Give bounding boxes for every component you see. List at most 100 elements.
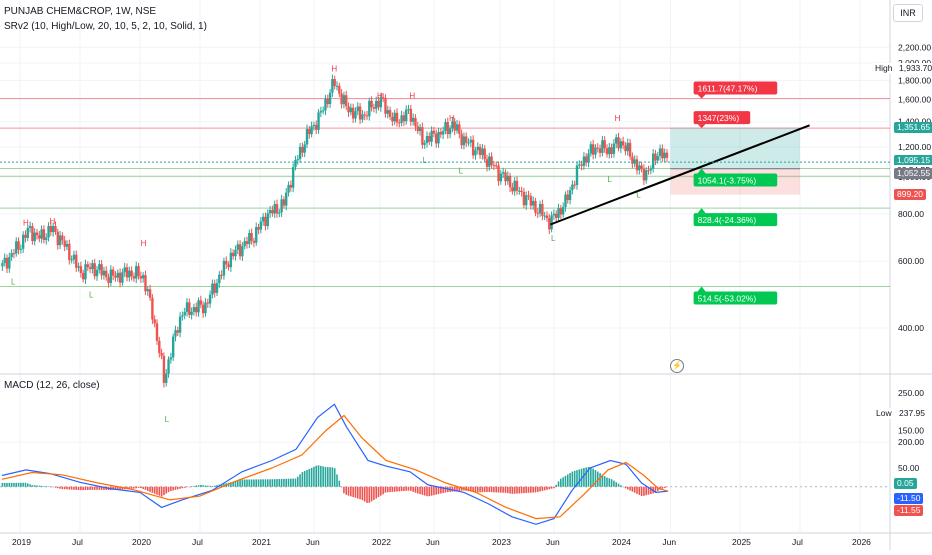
- macd-histogram-bar: [356, 486, 359, 499]
- macd-histogram-bar: [68, 486, 71, 490]
- candle-body: [335, 85, 339, 87]
- candle-body: [598, 148, 602, 153]
- macd-histogram-bar: [296, 476, 299, 487]
- candle-body: [621, 141, 625, 146]
- macd-histogram-bar: [433, 486, 435, 496]
- candle-body: [227, 264, 230, 268]
- macd-histogram-bar: [326, 467, 329, 487]
- candle-body: [19, 248, 23, 250]
- callout-pointer: [697, 168, 706, 174]
- candle-body: [17, 241, 20, 250]
- macd-histogram-bar: [257, 479, 260, 487]
- candle-body: [538, 204, 542, 214]
- macd-histogram-bar: [500, 486, 502, 493]
- macd-histogram-bar: [149, 486, 151, 492]
- macd-histogram-bar: [435, 486, 438, 495]
- macd-histogram-bar: [534, 486, 537, 493]
- candle-body: [58, 235, 62, 246]
- macd-histogram-bar: [486, 486, 488, 493]
- candle-body: [421, 127, 424, 145]
- candle-body: [529, 196, 533, 206]
- macd-histogram-bar: [340, 486, 343, 488]
- macd-histogram-bar: [54, 486, 57, 488]
- candle-body: [169, 357, 173, 360]
- candle-body: [183, 311, 186, 316]
- callout-pointer: [697, 94, 706, 99]
- macd-histogram-bar: [241, 479, 244, 487]
- macd-histogram-bar: [539, 486, 541, 492]
- macd-histogram-bar: [405, 486, 408, 491]
- macd-legend[interactable]: MACD (12, 26, close): [4, 380, 100, 391]
- candle-body: [518, 190, 521, 192]
- macd-histogram-bar: [656, 486, 659, 491]
- macd-histogram-bar: [70, 486, 73, 490]
- candle-body: [492, 164, 496, 166]
- macd-histogram-bar: [562, 477, 564, 487]
- indicator-legend[interactable]: SRv2 (10, High/Low, 20, 10, 5, 2, 10, So…: [4, 21, 207, 32]
- candle-body: [287, 184, 290, 193]
- candle-body: [285, 192, 288, 206]
- macd-histogram-bar: [29, 484, 31, 487]
- candle-body: [375, 100, 378, 109]
- candle-body: [633, 159, 636, 164]
- callout-label: 1054.1(-3.75%): [698, 175, 757, 185]
- candle-body: [188, 302, 191, 315]
- macd-tick-label: 250.00: [898, 388, 924, 398]
- callout-pointer: [697, 286, 706, 292]
- candle-body: [243, 241, 246, 247]
- macd-histogram-bar: [626, 486, 629, 490]
- candle-body: [462, 136, 466, 146]
- macd-histogram-bar: [264, 479, 267, 487]
- macd-histogram-bar: [243, 479, 246, 487]
- macd-histogram-bar: [61, 486, 64, 490]
- macd-histogram-bar: [650, 486, 652, 495]
- macd-histogram-bar: [167, 486, 170, 493]
- candle-body: [255, 227, 258, 243]
- macd-histogram-bar: [176, 486, 179, 490]
- candle-body: [435, 133, 438, 144]
- macd-histogram-bar: [89, 486, 91, 490]
- candle-body: [495, 165, 498, 167]
- macd-histogram-bar: [638, 486, 641, 495]
- macd-histogram-bar: [331, 467, 334, 487]
- macd-histogram-bar: [363, 486, 366, 502]
- candle-body: [485, 159, 489, 167]
- candle-body: [5, 257, 9, 269]
- candle-body: [121, 272, 124, 283]
- candle-body: [388, 110, 392, 117]
- candle-body: [347, 106, 350, 113]
- macd-histogram-bar: [659, 486, 661, 490]
- macd-histogram-bar: [608, 478, 611, 487]
- swing-label-h: H: [409, 92, 415, 101]
- macd-tick-label: 150.00: [898, 426, 924, 436]
- candle-body: [81, 272, 85, 280]
- lightning-icon[interactable]: ⚡: [670, 359, 684, 373]
- macd-histogram-bar: [308, 468, 311, 487]
- currency-button[interactable]: INR: [893, 4, 923, 22]
- time-tick-label: 2020: [132, 537, 151, 547]
- macd-histogram-bar: [617, 483, 620, 487]
- macd-histogram-bar: [151, 486, 154, 493]
- macd-histogram-bar: [75, 486, 78, 490]
- candle-body: [31, 226, 34, 242]
- swing-label-l: L: [551, 234, 556, 243]
- candle-body: [51, 225, 55, 233]
- macd-histogram-bar: [384, 486, 387, 493]
- macd-histogram-bar: [116, 486, 119, 490]
- candle-body: [68, 243, 71, 261]
- candle-body: [428, 135, 431, 142]
- callout-box: [693, 111, 751, 125]
- high-value: 1,933.70: [896, 62, 932, 74]
- candle-body: [603, 140, 606, 149]
- candle-body: [301, 146, 304, 153]
- candle-body: [400, 115, 403, 123]
- candle-body: [132, 276, 136, 279]
- swing-label-h: H: [449, 114, 455, 123]
- macd-histogram-bar: [373, 486, 375, 500]
- callout-box: [693, 291, 778, 305]
- macd-histogram-bar: [430, 486, 433, 496]
- candle-body: [455, 124, 459, 131]
- macd-histogram-bar: [144, 486, 147, 490]
- candle-body: [591, 144, 595, 155]
